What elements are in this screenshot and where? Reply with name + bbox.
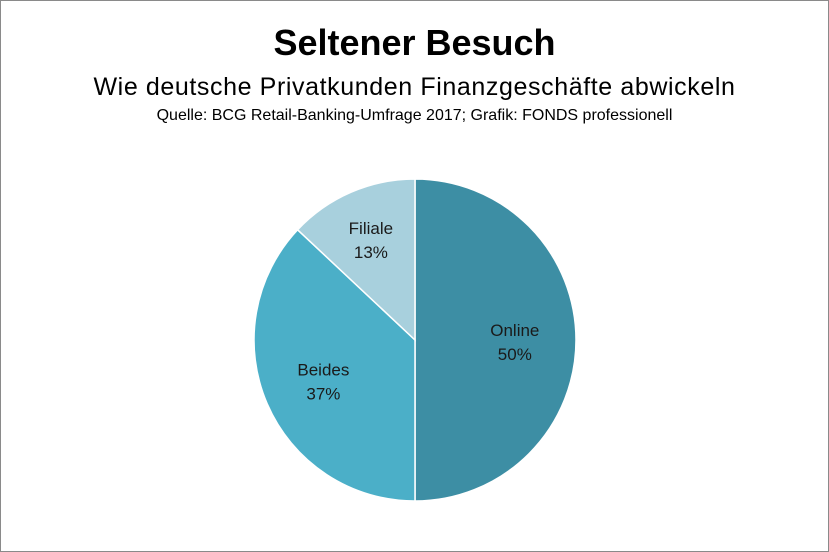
slice-value-beides: 37% bbox=[306, 385, 340, 404]
pie-slice-filiale bbox=[296, 178, 416, 342]
chart-source: Quelle: BCG Retail-Banking-Umfrage 2017;… bbox=[156, 107, 673, 124]
pie-labels: Online 50% Beides 37% Filiale 13% bbox=[297, 219, 539, 404]
pie-slices bbox=[253, 178, 577, 502]
slice-value-filiale: 13% bbox=[354, 243, 388, 262]
chart-subtitle: Wie deutsche Privatkunden Finanzgeschäft… bbox=[93, 73, 736, 101]
slice-label-online: Online bbox=[490, 321, 539, 340]
slice-label-filiale: Filiale bbox=[349, 219, 393, 238]
pie-slice-beides bbox=[253, 228, 416, 502]
slice-label-beides: Beides bbox=[297, 361, 349, 380]
pie-slice-online bbox=[414, 178, 577, 502]
chart-title: Seltener Besuch bbox=[273, 22, 556, 63]
slice-value-online: 50% bbox=[498, 345, 532, 364]
